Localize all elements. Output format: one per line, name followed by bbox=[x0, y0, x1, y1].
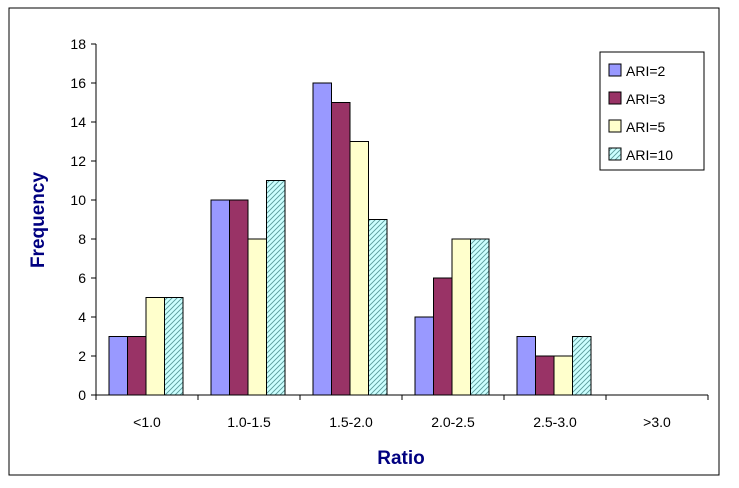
x-tick-label: <1.0 bbox=[133, 414, 161, 430]
bar-ari-10-3 bbox=[470, 238, 490, 396]
y-tick-label: 10 bbox=[70, 192, 86, 208]
y-axis-title: Frequency bbox=[28, 172, 49, 269]
bar-ari-10-1 bbox=[266, 180, 286, 396]
legend-label: ARI=10 bbox=[626, 147, 673, 163]
x-tick-label: 2.0-2.5 bbox=[431, 414, 475, 430]
bar-ari-3-0 bbox=[127, 336, 147, 396]
x-tick-label: >3.0 bbox=[643, 414, 671, 430]
legend-swatch bbox=[608, 63, 622, 77]
x-tick-label: 1.5-2.0 bbox=[329, 414, 373, 430]
bar-ari-3-1 bbox=[229, 199, 249, 396]
bar-ari-5-2 bbox=[349, 141, 369, 396]
legend-swatch bbox=[608, 147, 622, 161]
bar-ari-5-1 bbox=[247, 238, 267, 396]
y-tick-label: 8 bbox=[78, 231, 86, 247]
bar-ari-10-2 bbox=[368, 219, 388, 396]
x-tick-label: 1.0-1.5 bbox=[227, 414, 271, 430]
bar-ari-2-4 bbox=[516, 336, 536, 396]
bar-ari-2-2 bbox=[312, 82, 332, 396]
bar-ari-3-2 bbox=[331, 102, 351, 396]
y-tick-label: 12 bbox=[70, 153, 86, 169]
y-tick-label: 18 bbox=[70, 36, 86, 52]
legend-label: ARI=5 bbox=[626, 119, 666, 135]
bar-ari-2-0 bbox=[108, 336, 128, 396]
bars-layer bbox=[108, 82, 592, 396]
y-tick-label: 2 bbox=[78, 348, 86, 364]
legend-label: ARI=3 bbox=[626, 91, 666, 107]
legend-label: ARI=2 bbox=[626, 63, 666, 79]
bar-ari-5-3 bbox=[451, 238, 471, 396]
bar-ari-2-1 bbox=[210, 199, 230, 396]
bar-ari-2-3 bbox=[414, 316, 434, 396]
legend-swatch bbox=[608, 91, 622, 105]
y-tick-label: 0 bbox=[78, 387, 86, 403]
bar-ari-10-4 bbox=[572, 336, 592, 396]
x-tick-label: 2.5-3.0 bbox=[533, 414, 577, 430]
y-tick-label: 6 bbox=[78, 270, 86, 286]
y-tick-label: 14 bbox=[70, 114, 86, 130]
axes-layer: 0 2 4 6 8 10 12 14 16 18 <1.0 1.0-1.5 1.5-2.0 2.0-2.5… bbox=[70, 36, 709, 430]
x-axis-title: Ratio bbox=[377, 448, 425, 469]
bar-ari-10-0 bbox=[164, 297, 184, 396]
y-tick-label: 16 bbox=[70, 75, 86, 91]
legend: ARI=2 ARI=3 ARI=5 ARI=10 bbox=[599, 51, 705, 171]
bar-ari-5-0 bbox=[145, 297, 165, 396]
legend-items: ARI=2 ARI=3 ARI=5 ARI=10 bbox=[608, 63, 673, 163]
legend-swatch bbox=[608, 119, 622, 133]
bar-ari-3-3 bbox=[433, 277, 453, 396]
bar-ari-5-4 bbox=[553, 355, 573, 396]
y-tick-label: 4 bbox=[78, 309, 86, 325]
bar-ari-3-4 bbox=[535, 355, 555, 396]
